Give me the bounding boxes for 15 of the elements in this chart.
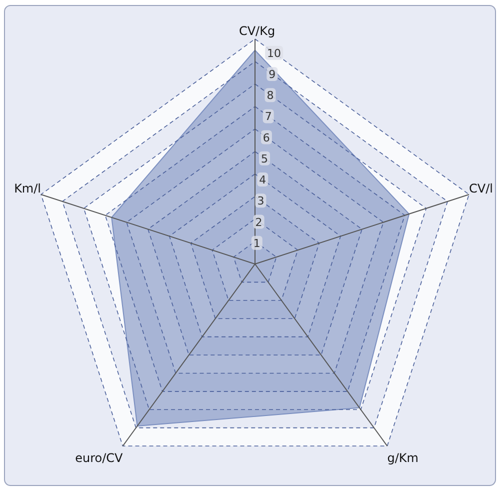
y-tick-label: 8 — [266, 89, 274, 102]
spoke-label: CV/l — [468, 181, 493, 196]
spoke-label: g/Km — [387, 451, 418, 466]
spoke-label: CV/Kg — [238, 24, 276, 38]
spoke-label: Km/l — [14, 181, 42, 196]
y-tick-label: 7 — [264, 110, 272, 124]
y-tick-label: 2 — [255, 216, 262, 229]
spoke-label: euro/CV — [75, 451, 124, 466]
y-tick-label: 1 — [253, 236, 260, 250]
y-tick-label: 3 — [257, 194, 264, 208]
y-tick-label: 6 — [262, 131, 270, 144]
y-tick-label: 5 — [261, 152, 268, 166]
y-tick-label: 10 — [267, 46, 282, 60]
y-tick-label: 9 — [268, 68, 276, 81]
y-tick-label: 4 — [259, 174, 266, 187]
